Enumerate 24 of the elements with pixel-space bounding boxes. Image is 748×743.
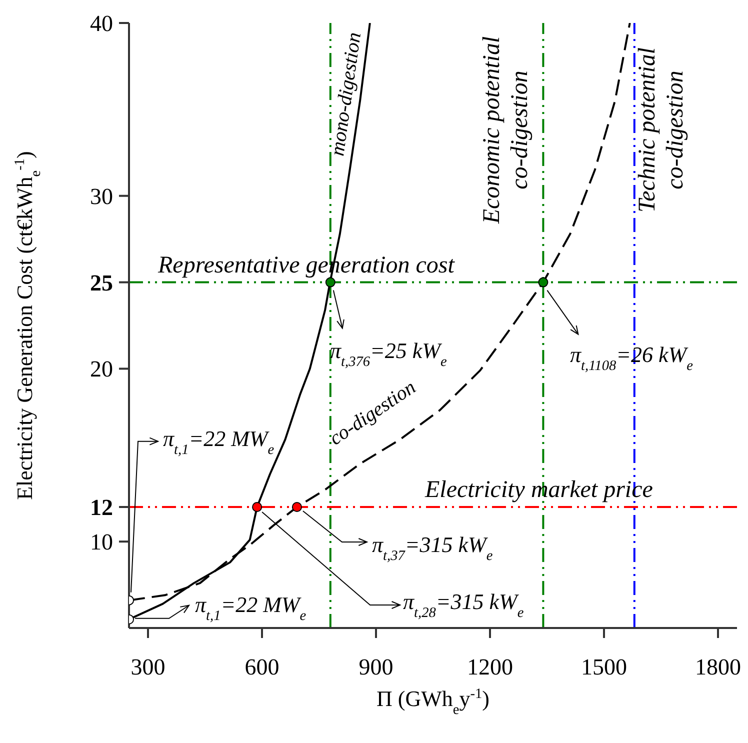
- y-tick-label: 40: [90, 11, 113, 36]
- text: mono-digestion: [326, 31, 366, 158]
- x-axis-title: Π (GWh$_{e}$y$^{-1}$): [376, 686, 490, 718]
- x-tick-label: 300: [130, 654, 166, 680]
- y-tick-label: 30: [90, 184, 113, 209]
- point: [252, 502, 262, 512]
- annotation: π$_{t,376}$=25 kW$_{e}$: [330, 338, 448, 370]
- point: [325, 277, 336, 288]
- annotation: π$_{t,1}$=22 MW$_{e}$: [195, 592, 307, 624]
- x-tick-label: 1200: [467, 654, 513, 680]
- annotation: π$_{t,28}$=315 kW$_{e}$: [403, 589, 524, 621]
- point: [292, 502, 302, 512]
- y-tick-label: 10: [90, 530, 113, 555]
- y-tick-label: 25: [90, 270, 113, 296]
- annotation: π$_{t,37}$=315 kW$_{e}$: [372, 532, 494, 564]
- x-tick-label: 600: [244, 654, 280, 680]
- ref-line-label: Economic potential co-digestion: [479, 36, 534, 225]
- x-tick-label: 1800: [695, 654, 741, 680]
- x-tick-label: 1500: [581, 654, 627, 680]
- y-tick-label: 12: [90, 495, 113, 520]
- y-tick-label: 20: [90, 356, 113, 382]
- annotation: π$_{t,1}$=22 MW$_{e}$: [163, 426, 275, 458]
- x-tick-label: 900: [358, 654, 394, 680]
- ref-line-label: Technic potential co-digestion: [634, 47, 688, 213]
